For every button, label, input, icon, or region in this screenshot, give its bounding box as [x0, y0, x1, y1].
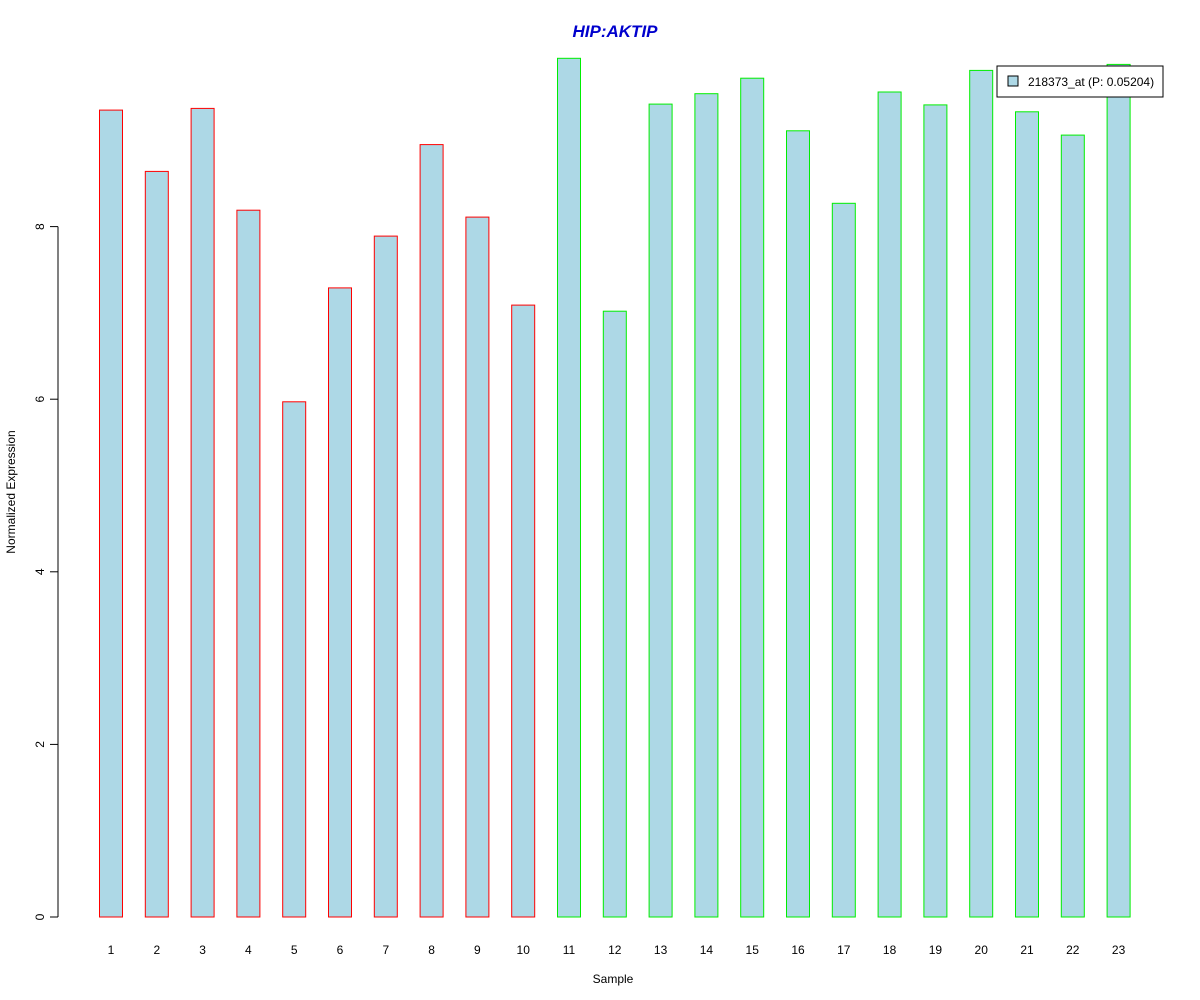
bar-sample-3 [190, 107, 215, 918]
bar-sample-5 [282, 401, 307, 918]
bar-sample-19 [923, 104, 948, 918]
legend: 218373_at (P: 0.05204) [996, 65, 1164, 98]
y-axis-title: Normalized Expression [4, 430, 18, 553]
bar-sample-10 [511, 304, 536, 918]
y-tick-label: 4 [33, 568, 47, 575]
x-tick-label: 9 [474, 943, 481, 957]
x-axis-title: Sample [593, 972, 634, 986]
bar-sample-7 [373, 235, 398, 918]
x-tick-label: 10 [517, 943, 531, 957]
bar-sample-8 [419, 144, 444, 918]
bar-sample-22 [1060, 134, 1085, 918]
bar-sample-13 [648, 103, 673, 918]
x-tick-label: 17 [837, 943, 851, 957]
bar-sample-4 [236, 209, 261, 918]
bar-sample-23 [1106, 63, 1131, 918]
x-tick-label: 2 [153, 943, 160, 957]
y-tick-label: 2 [33, 741, 47, 748]
x-tick-label: 20 [975, 943, 989, 957]
bar-sample-15 [740, 77, 765, 918]
x-tick-label: 22 [1066, 943, 1080, 957]
x-tick-label: 5 [291, 943, 298, 957]
bar-sample-17 [831, 202, 856, 918]
x-tick-label: 23 [1112, 943, 1126, 957]
x-tick-label: 3 [199, 943, 206, 957]
legend-swatch [1007, 75, 1019, 87]
y-tick-label: 8 [33, 223, 47, 230]
bar-sample-6 [328, 287, 352, 918]
x-tick-label: 11 [563, 943, 576, 957]
x-tick-label: 4 [245, 943, 252, 957]
bar-sample-21 [1015, 111, 1039, 918]
y-axis: 0 2 4 6 8 [33, 223, 59, 920]
x-tick-label: 19 [929, 943, 943, 957]
x-tick-label: 6 [337, 943, 344, 957]
x-tick-label: 15 [746, 943, 760, 957]
bars-group [99, 57, 1131, 918]
x-tick-labels: 1 2 3 4 5 6 7 8 9 10 11 12 13 14 15 16 17 18 19 20 21 22 23 [108, 943, 1126, 957]
chart-title: HIP:AKTIP [573, 22, 659, 41]
x-tick-label: 12 [608, 943, 622, 957]
bar-sample-1 [99, 109, 123, 918]
x-tick-label: 21 [1020, 943, 1034, 957]
x-tick-label: 14 [700, 943, 714, 957]
bar-sample-14 [694, 93, 719, 918]
bar-sample-11 [557, 57, 581, 918]
x-tick-label: 8 [428, 943, 435, 957]
bar-sample-2 [144, 170, 169, 918]
legend-box [996, 65, 1164, 98]
bar-sample-12 [602, 310, 627, 918]
x-tick-label: 1 [108, 943, 115, 957]
legend-label: 218373_at (P: 0.05204) [1028, 75, 1154, 89]
x-tick-label: 7 [382, 943, 389, 957]
y-tick-label: 0 [33, 913, 47, 920]
bar-sample-16 [786, 130, 810, 918]
y-tick-label: 6 [33, 396, 47, 403]
x-tick-label: 13 [654, 943, 668, 957]
bar-sample-18 [877, 91, 902, 918]
x-tick-label: 16 [791, 943, 805, 957]
x-tick-label: 18 [883, 943, 897, 957]
bar-sample-20 [969, 69, 994, 918]
bar-sample-9 [465, 216, 490, 918]
